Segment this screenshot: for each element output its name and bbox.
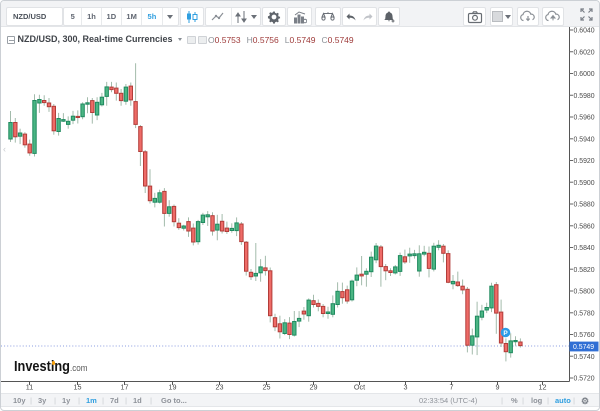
svg-text:0.5749: 0.5749 [573,344,594,351]
svg-text:‹: ‹ [3,144,6,154]
svg-text:0.5860: 0.5860 [574,223,595,230]
svg-text:0.5780: 0.5780 [574,310,595,317]
svg-text:7: 7 [450,383,454,392]
svg-text:0.5760: 0.5760 [574,332,595,339]
svg-text:Oct: Oct [354,383,365,392]
svg-text:17: 17 [121,383,129,392]
svg-text:12: 12 [539,383,547,392]
svg-text:29: 29 [310,383,318,392]
svg-text:0.5960: 0.5960 [574,115,595,122]
svg-text:25: 25 [263,383,271,392]
svg-text:0.5820: 0.5820 [574,267,595,274]
svg-text:9: 9 [496,383,500,392]
svg-text:0.5800: 0.5800 [574,289,595,296]
svg-text:0.5720: 0.5720 [574,376,595,383]
svg-text:P: P [503,330,508,337]
svg-text:0.5840: 0.5840 [574,245,595,252]
svg-text:0.5880: 0.5880 [574,202,595,209]
svg-text:0.5900: 0.5900 [574,180,595,187]
svg-text:0.5980: 0.5980 [574,93,595,100]
svg-text:19: 19 [169,383,177,392]
svg-text:0.5940: 0.5940 [574,136,595,143]
svg-text:15: 15 [74,383,82,392]
svg-text:3: 3 [404,383,408,392]
svg-text:0.6020: 0.6020 [574,50,595,57]
svg-text:11: 11 [26,383,33,392]
svg-text:0.6000: 0.6000 [574,71,595,78]
svg-text:0.5740: 0.5740 [574,354,595,361]
svg-text:0.6040: 0.6040 [574,28,595,35]
svg-text:23: 23 [216,383,224,392]
svg-text:0.5920: 0.5920 [574,158,595,165]
